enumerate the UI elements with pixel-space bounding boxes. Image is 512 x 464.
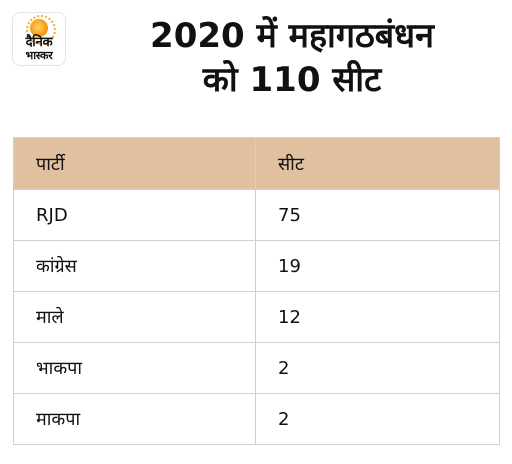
sun-icon — [26, 15, 56, 45]
table-row: माकपा 2 — [13, 393, 500, 445]
seats-cell: 2 — [255, 393, 500, 445]
party-cell: RJD — [13, 189, 256, 241]
party-cell: भाकपा — [13, 342, 256, 394]
logo-text-line1: दैनिक — [25, 35, 53, 50]
title-line-1: 2020 में महागठबंधन — [150, 16, 434, 56]
seats-cell: 12 — [255, 291, 500, 343]
page-title: 2020 में महागठबंधन को 110 सीट — [72, 14, 512, 102]
table-row: माले 12 — [13, 291, 500, 343]
party-cell: माले — [13, 291, 256, 343]
party-cell: माकपा — [13, 393, 256, 445]
seat-table-container: पार्टी सीट RJD 75 कांग्रेस 19 माले 12 भा… — [13, 137, 500, 445]
seat-table: पार्टी सीट RJD 75 कांग्रेस 19 माले 12 भा… — [13, 137, 500, 445]
seats-cell: 19 — [255, 240, 500, 292]
table-row: भाकपा 2 — [13, 342, 500, 394]
table-header-row: पार्टी सीट — [13, 137, 500, 190]
seats-cell: 75 — [255, 189, 500, 241]
header-party: पार्टी — [13, 137, 256, 190]
logo-text-line2: भास्कर — [25, 49, 53, 62]
table-row: कांग्रेस 19 — [13, 240, 500, 292]
header-seats: सीट — [255, 137, 500, 190]
title-line-2: को 110 सीट — [202, 60, 382, 100]
party-cell: कांग्रेस — [13, 240, 256, 292]
dainik-bhaskar-logo: दैनिक भास्कर — [12, 12, 66, 66]
table-row: RJD 75 — [13, 189, 500, 241]
seats-cell: 2 — [255, 342, 500, 394]
